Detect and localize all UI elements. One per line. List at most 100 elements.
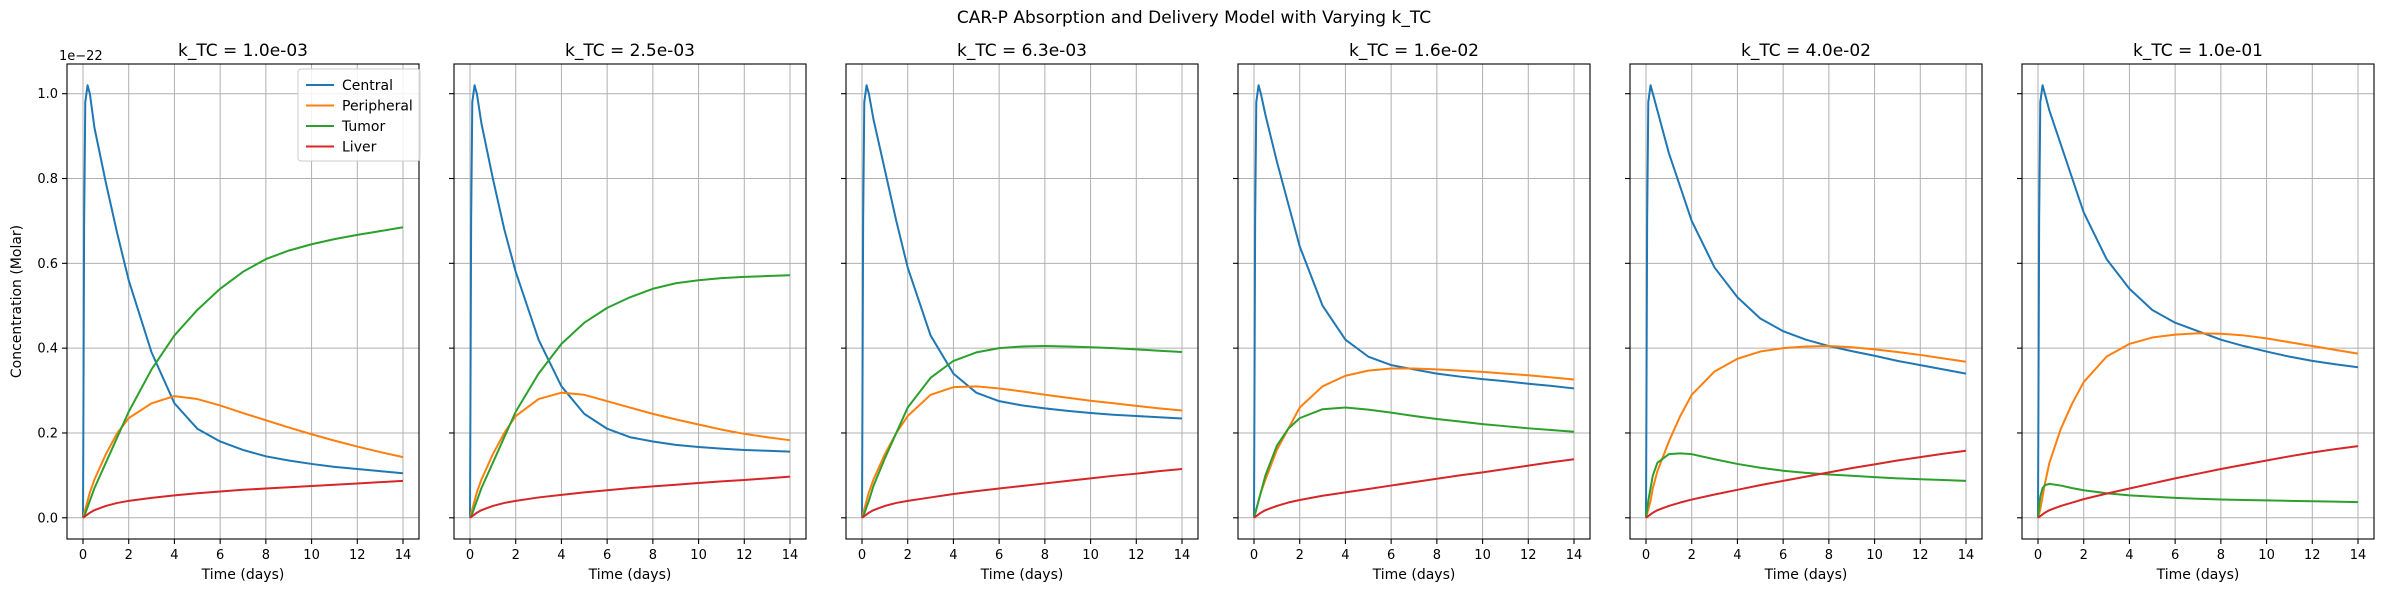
x-tick-label: 2	[2080, 548, 2088, 563]
x-tick-label: 6	[995, 548, 1003, 563]
legend-label: Tumor	[341, 119, 386, 135]
x-tick-label: 10	[303, 548, 320, 563]
subplot-title: k_TC = 4.0e-02	[1741, 41, 1871, 61]
y-axis-label: Concentration (Molar)	[9, 225, 25, 378]
series-line-peripheral	[1253, 367, 1575, 519]
legend-label: Peripheral	[342, 99, 413, 115]
x-tick-label: 14	[1566, 548, 1583, 563]
x-axis-label: Time (days)	[2156, 567, 2240, 583]
x-axis-label: Time (days)	[201, 567, 285, 583]
x-tick-label: 14	[1174, 548, 1191, 563]
x-tick-label: 4	[1341, 548, 1349, 563]
x-tick-label: 4	[1733, 548, 1741, 563]
series-line-tumor	[861, 345, 1183, 519]
subplot-title: k_TC = 1.0e-01	[2133, 41, 2263, 61]
x-tick-label: 14	[1958, 548, 1975, 563]
x-tick-label: 2	[125, 548, 133, 563]
series-line-tumor	[1645, 452, 1967, 518]
x-tick-label: 10	[1866, 548, 1883, 563]
x-tick-label: 8	[1433, 548, 1441, 563]
x-tick-label: 0	[2034, 548, 2042, 563]
x-axis-label: Time (days)	[588, 567, 672, 583]
subplot-title: k_TC = 6.3e-03	[957, 41, 1087, 61]
y-tick-label: 0.8	[37, 172, 58, 187]
plot-frame	[453, 63, 807, 540]
plot-frame	[66, 63, 420, 540]
x-tick-label: 0	[858, 548, 866, 563]
y-tick-label: 0.2	[37, 426, 58, 441]
x-tick-label: 2	[1688, 548, 1696, 563]
x-tick-label: 14	[395, 548, 412, 563]
y-tick-label: 1.0	[37, 87, 58, 102]
subplot-title: k_TC = 2.5e-03	[565, 41, 695, 61]
x-tick-label: 2	[512, 548, 520, 563]
x-axis-label: Time (days)	[980, 567, 1064, 583]
subplot-title: k_TC = 1.0e-03	[178, 41, 308, 61]
x-tick-label: 0	[1642, 548, 1650, 563]
x-tick-label: 10	[2258, 548, 2275, 563]
x-tick-label: 6	[216, 548, 224, 563]
series-line-liver	[82, 479, 404, 519]
series-line-tumor	[1253, 406, 1575, 519]
x-tick-label: 4	[949, 548, 957, 563]
x-tick-label: 8	[262, 548, 270, 563]
series-line-liver	[1253, 458, 1575, 519]
x-tick-label: 4	[2125, 548, 2133, 563]
x-tick-label: 6	[1779, 548, 1787, 563]
subplot-5: 0 2 4 6 8 10 12 14 k_TC = 4.0e-02 Time (days)	[1625, 41, 1983, 583]
plot-frame	[845, 63, 1199, 540]
x-tick-label: 14	[782, 548, 799, 563]
x-tick-label: 10	[1082, 548, 1099, 563]
subplot-2: 0 2 4 6 8 10 12 14 k_TC = 2.5e-03 Time (days)	[449, 41, 807, 583]
subplot-4: 0 2 4 6 8 10 12 14 k_TC = 1.6e-02 Time (days)	[1233, 41, 1591, 583]
series-line-liver	[1645, 449, 1967, 519]
y-scale-factor: 1e−22	[59, 49, 103, 64]
x-axis-label: Time (days)	[1372, 567, 1456, 583]
series-line-peripheral	[861, 385, 1183, 519]
legend-label: Central	[342, 78, 393, 94]
plot-frame	[1237, 63, 1591, 540]
x-axis-label: Time (days)	[1764, 567, 1848, 583]
series-line-liver	[469, 475, 791, 519]
x-tick-label: 0	[1250, 548, 1258, 563]
x-tick-label: 12	[736, 548, 753, 563]
y-tick-label: 0.4	[37, 342, 58, 357]
panels: 0 2 4 6 8 10 12 14 0.0 0.2 0.4 0.6 0.8 1.0 k_TC = 1.0e…	[9, 41, 2375, 583]
series-line-peripheral	[82, 395, 404, 519]
x-tick-label: 6	[1387, 548, 1395, 563]
x-tick-label: 8	[1825, 548, 1833, 563]
x-tick-label: 4	[557, 548, 565, 563]
series-line-peripheral	[1645, 345, 1967, 519]
plot-frame	[1629, 63, 1983, 540]
series-line-tumor	[469, 274, 791, 519]
figure-title: CAR-P Absorption and Delivery Model with…	[957, 8, 1431, 28]
series-line-central	[469, 84, 791, 518]
subplot-title: k_TC = 1.6e-02	[1349, 41, 1479, 61]
subplot-6: 0 2 4 6 8 10 12 14 k_TC = 1.0e-01 Time (days)	[2017, 41, 2375, 583]
x-tick-label: 12	[349, 548, 366, 563]
x-tick-label: 12	[1128, 548, 1145, 563]
x-tick-label: 6	[2171, 548, 2179, 563]
series-line-tumor	[82, 226, 404, 519]
plot-frame	[2021, 63, 2375, 540]
series-line-liver	[2037, 445, 2359, 519]
x-tick-label: 8	[2217, 548, 2225, 563]
series-line-peripheral	[2037, 332, 2359, 519]
x-tick-label: 10	[1474, 548, 1491, 563]
series-line-peripheral	[469, 391, 791, 519]
x-tick-label: 12	[1912, 548, 1929, 563]
series-line-central	[1645, 84, 1967, 518]
series-line-central	[2037, 84, 2359, 518]
x-tick-label: 12	[2304, 548, 2321, 563]
y-tick-label: 0.6	[37, 257, 58, 272]
x-tick-label: 8	[649, 548, 657, 563]
x-tick-label: 0	[466, 548, 474, 563]
series-line-central	[1253, 84, 1575, 518]
x-tick-label: 8	[1041, 548, 1049, 563]
legend-label: Liver	[342, 140, 377, 156]
subplot-1: 0 2 4 6 8 10 12 14 0.0 0.2 0.4 0.6 0.8 1.0 k_TC = 1.0e…	[9, 41, 421, 583]
x-tick-label: 2	[904, 548, 912, 563]
x-tick-label: 6	[603, 548, 611, 563]
legend: Central Peripheral Tumor Liver	[297, 68, 421, 162]
